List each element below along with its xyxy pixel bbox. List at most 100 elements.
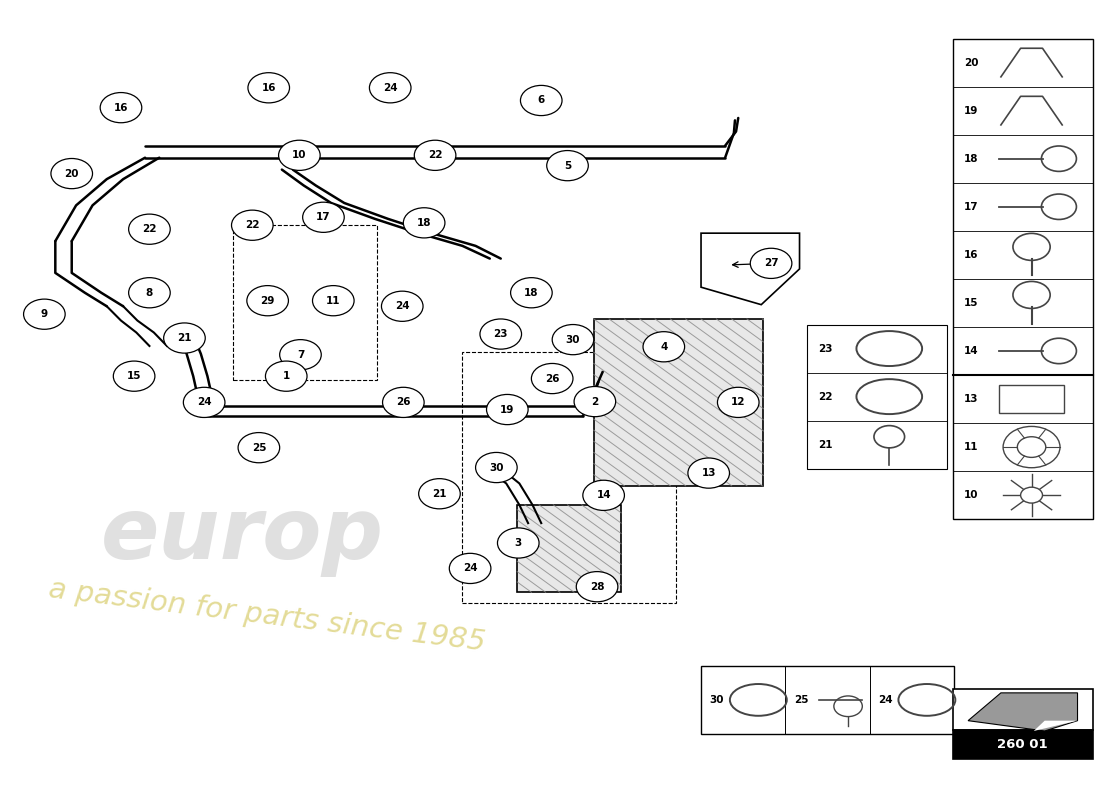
Polygon shape bbox=[968, 693, 1078, 731]
FancyBboxPatch shape bbox=[594, 319, 763, 486]
Text: 30: 30 bbox=[710, 695, 724, 705]
Circle shape bbox=[404, 208, 444, 238]
Circle shape bbox=[278, 140, 320, 170]
Text: 22: 22 bbox=[245, 220, 260, 230]
Circle shape bbox=[1021, 487, 1043, 503]
Circle shape bbox=[750, 248, 792, 278]
Text: 30: 30 bbox=[490, 462, 504, 473]
Text: 2: 2 bbox=[591, 397, 598, 406]
Text: 21: 21 bbox=[177, 333, 191, 343]
Text: 5: 5 bbox=[564, 161, 571, 170]
Text: 20: 20 bbox=[964, 58, 978, 67]
Text: 6: 6 bbox=[538, 95, 544, 106]
Circle shape bbox=[531, 363, 573, 394]
Text: 13: 13 bbox=[964, 394, 978, 404]
Polygon shape bbox=[1034, 721, 1078, 731]
Text: 22: 22 bbox=[142, 224, 156, 234]
Text: 10: 10 bbox=[964, 490, 978, 500]
Circle shape bbox=[583, 480, 625, 510]
Circle shape bbox=[415, 140, 455, 170]
Text: 16: 16 bbox=[113, 102, 129, 113]
Circle shape bbox=[644, 332, 684, 362]
Text: 260 01: 260 01 bbox=[998, 738, 1048, 751]
Text: 28: 28 bbox=[590, 582, 604, 592]
Circle shape bbox=[231, 210, 273, 240]
Text: 24: 24 bbox=[878, 695, 893, 705]
Text: 18: 18 bbox=[417, 218, 431, 228]
Text: 24: 24 bbox=[197, 398, 211, 407]
Circle shape bbox=[238, 433, 279, 462]
FancyBboxPatch shape bbox=[953, 689, 1092, 730]
Circle shape bbox=[574, 386, 616, 417]
Circle shape bbox=[370, 73, 411, 103]
FancyBboxPatch shape bbox=[953, 730, 1092, 759]
Circle shape bbox=[510, 278, 552, 308]
Circle shape bbox=[246, 286, 288, 316]
Circle shape bbox=[576, 571, 618, 602]
Circle shape bbox=[419, 478, 460, 509]
Text: 24: 24 bbox=[395, 302, 409, 311]
Circle shape bbox=[382, 291, 424, 322]
Text: 16: 16 bbox=[262, 82, 276, 93]
Circle shape bbox=[129, 214, 170, 244]
Text: 18: 18 bbox=[964, 154, 978, 164]
Text: 20: 20 bbox=[65, 169, 79, 178]
Text: 4: 4 bbox=[660, 342, 668, 352]
Text: 27: 27 bbox=[763, 258, 779, 268]
Text: 10: 10 bbox=[293, 150, 307, 160]
FancyBboxPatch shape bbox=[517, 505, 622, 592]
Text: 24: 24 bbox=[463, 563, 477, 574]
Text: 11: 11 bbox=[326, 296, 341, 306]
Circle shape bbox=[312, 286, 354, 316]
Circle shape bbox=[547, 150, 589, 181]
Circle shape bbox=[164, 323, 206, 353]
Circle shape bbox=[129, 278, 170, 308]
Circle shape bbox=[265, 361, 307, 391]
Circle shape bbox=[302, 202, 344, 232]
Text: 29: 29 bbox=[261, 296, 275, 306]
Circle shape bbox=[486, 394, 528, 425]
Text: 19: 19 bbox=[964, 106, 978, 116]
Text: 23: 23 bbox=[494, 329, 508, 339]
Text: 26: 26 bbox=[396, 398, 410, 407]
Text: 21: 21 bbox=[818, 440, 833, 450]
Text: 25: 25 bbox=[794, 695, 808, 705]
Circle shape bbox=[113, 361, 155, 391]
Text: 3: 3 bbox=[515, 538, 521, 548]
Text: 14: 14 bbox=[596, 490, 611, 500]
Text: 17: 17 bbox=[316, 212, 331, 222]
Text: 19: 19 bbox=[500, 405, 515, 414]
Circle shape bbox=[688, 458, 729, 488]
Text: a passion for parts since 1985: a passion for parts since 1985 bbox=[46, 575, 486, 656]
Text: 13: 13 bbox=[702, 468, 716, 478]
Circle shape bbox=[248, 73, 289, 103]
Text: 8: 8 bbox=[146, 288, 153, 298]
Circle shape bbox=[520, 86, 562, 115]
Text: 15: 15 bbox=[964, 298, 978, 308]
Text: 26: 26 bbox=[544, 374, 560, 383]
Text: europ: europ bbox=[101, 494, 384, 577]
Text: 9: 9 bbox=[41, 309, 48, 319]
Circle shape bbox=[497, 528, 539, 558]
Circle shape bbox=[552, 325, 594, 354]
Text: 22: 22 bbox=[428, 150, 442, 160]
Circle shape bbox=[717, 387, 759, 418]
Text: 14: 14 bbox=[964, 346, 978, 356]
Circle shape bbox=[184, 387, 224, 418]
Circle shape bbox=[279, 340, 321, 370]
Text: 7: 7 bbox=[297, 350, 305, 360]
Text: 23: 23 bbox=[818, 343, 833, 354]
Circle shape bbox=[475, 453, 517, 482]
Circle shape bbox=[100, 93, 142, 122]
Text: 24: 24 bbox=[383, 82, 397, 93]
Circle shape bbox=[51, 158, 92, 189]
Text: 12: 12 bbox=[732, 398, 746, 407]
Circle shape bbox=[480, 319, 521, 349]
Text: 18: 18 bbox=[524, 288, 539, 298]
Circle shape bbox=[449, 554, 491, 583]
Text: 11: 11 bbox=[964, 442, 978, 452]
Text: 16: 16 bbox=[964, 250, 978, 260]
Circle shape bbox=[23, 299, 65, 330]
Text: 25: 25 bbox=[252, 442, 266, 453]
Text: 30: 30 bbox=[565, 334, 580, 345]
